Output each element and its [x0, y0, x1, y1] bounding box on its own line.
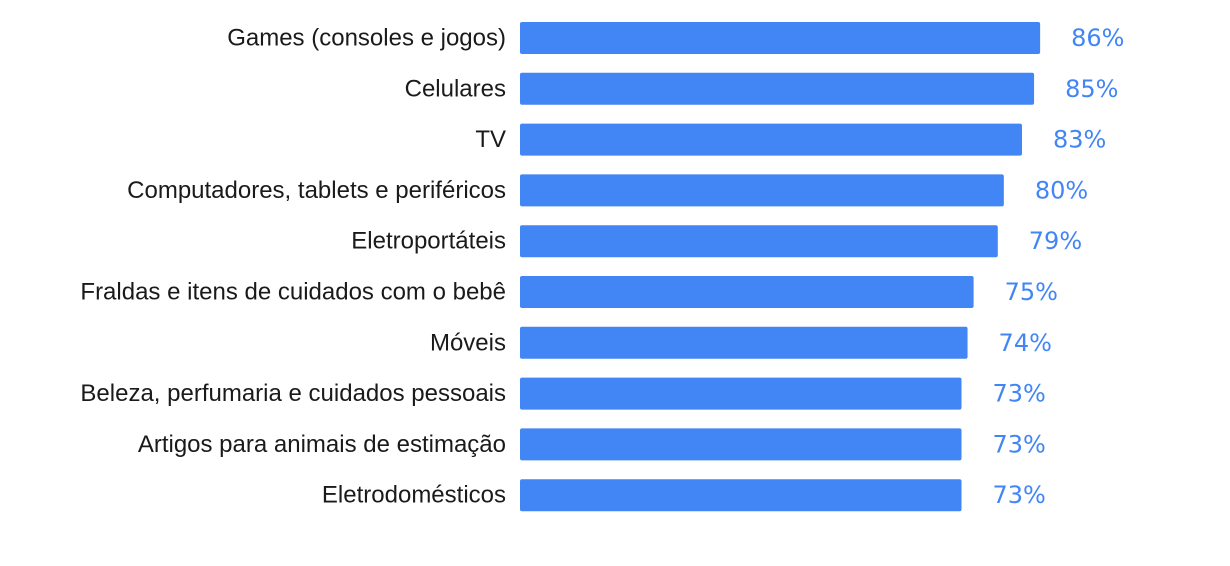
bars-group	[520, 22, 1041, 512]
bar	[520, 428, 962, 461]
value-label: 74%	[999, 329, 1052, 357]
bar	[520, 479, 962, 512]
bar	[520, 225, 998, 258]
value-label: 73%	[993, 481, 1046, 509]
value-label: 86%	[1071, 24, 1124, 52]
category-label: Celulares	[405, 75, 506, 102]
bar	[520, 326, 968, 359]
bar	[520, 22, 1041, 54]
value-label: 85%	[1065, 75, 1118, 103]
bar	[520, 377, 962, 410]
value-label: 73%	[993, 430, 1046, 458]
value-label: 80%	[1035, 176, 1088, 204]
value-label: 79%	[1029, 227, 1082, 255]
value-labels-group: 86% 85% 83% 80% 79% 75% 74% 73% 73% 73%	[993, 24, 1125, 509]
value-label: 75%	[1005, 278, 1058, 306]
bar	[520, 123, 1022, 156]
category-label: Artigos para animais de estimação	[138, 431, 506, 458]
bar	[520, 72, 1035, 105]
bar	[520, 174, 1004, 207]
category-label: Eletroportáteis	[351, 228, 506, 255]
bar	[520, 276, 974, 308]
category-label: Beleza, perfumaria e cuidados pessoais	[80, 380, 506, 407]
category-label: Fraldas e itens de cuidados com o bebê	[80, 279, 506, 306]
value-label: 73%	[993, 380, 1046, 408]
value-label: 83%	[1053, 126, 1106, 154]
category-label: Móveis	[430, 329, 506, 356]
category-label: Eletrodomésticos	[322, 482, 506, 509]
category-label: Games (consoles e jogos)	[227, 25, 506, 52]
category-label: Computadores, tablets e periféricos	[127, 177, 506, 204]
category-labels-group: Games (consoles e jogos) Celulares TV Compu…	[80, 25, 506, 509]
category-label: TV	[475, 126, 506, 153]
